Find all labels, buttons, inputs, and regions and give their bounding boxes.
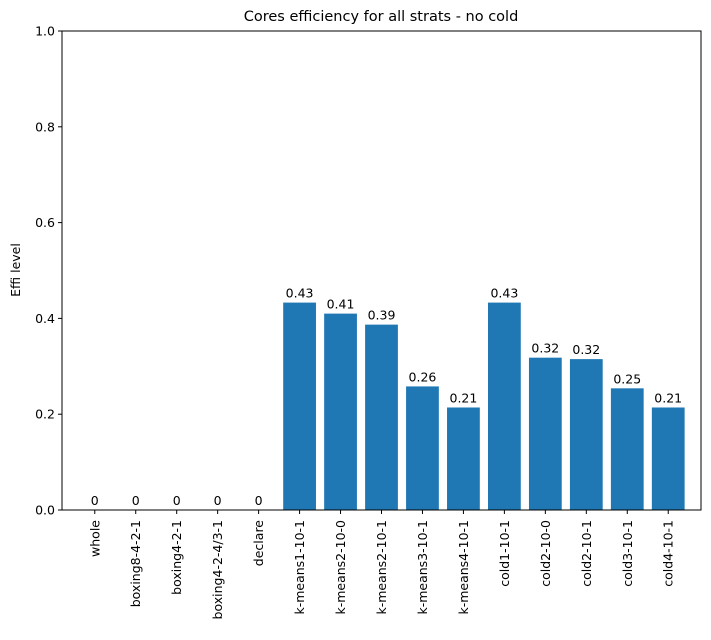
chart-title: Cores efficiency for all strats - no col…: [244, 9, 519, 25]
bar: [610, 388, 644, 510]
data-label: 0.26: [409, 369, 437, 384]
data-label: 0: [132, 493, 140, 508]
x-ticks-group: whole boxing8-4-2-1 boxing4-2-1 boxing4-2-4…: [87, 510, 676, 619]
x-tick-label: cold4-10-1: [661, 520, 676, 587]
bar: [488, 302, 521, 510]
data-label: 0: [173, 493, 181, 508]
data-label: 0: [214, 493, 222, 508]
bar: [651, 407, 685, 510]
bar: [324, 313, 357, 510]
x-tick-label: boxing4-2-4/3-1: [210, 520, 225, 619]
data-label: 0.43: [286, 286, 314, 301]
x-tick-label: k-means2-10-1: [374, 520, 389, 615]
x-tick-label: k-means2-10-0: [333, 520, 348, 615]
x-tick-label: declare: [251, 520, 266, 566]
y-tick-label: 0.8: [35, 119, 55, 134]
x-tick-label: whole: [87, 520, 102, 557]
y-tick-label: 0.4: [35, 311, 55, 326]
data-label: 0: [91, 493, 99, 508]
data-label: 0.43: [490, 286, 518, 301]
x-tick-label: boxing8-4-2-1: [128, 520, 143, 607]
x-tick-label: k-means3-10-1: [415, 520, 430, 615]
data-label: 0.21: [654, 390, 682, 405]
y-tick-label: 0.6: [35, 215, 55, 230]
bar: [365, 324, 398, 510]
bar: [447, 407, 480, 510]
x-tick-label: boxing4-2-1: [169, 520, 184, 595]
x-tick-label: k-means1-10-1: [292, 520, 307, 615]
y-axis-label: Effi level: [8, 243, 23, 297]
x-tick-label: cold2-10-0: [538, 520, 553, 587]
bar: [569, 359, 603, 510]
y-ticks-group: 0.0 0.2 0.4 0.6 0.8 1.0: [35, 24, 62, 518]
x-tick-label: cold3-10-1: [620, 520, 635, 587]
bar: [283, 302, 316, 510]
data-label: 0.32: [572, 342, 600, 357]
data-label: 0: [255, 493, 263, 508]
data-label: 0.41: [327, 297, 355, 312]
plot-frame: [61, 30, 702, 511]
data-label: 0.39: [368, 308, 396, 323]
x-tick-label: cold2-10-1: [579, 520, 594, 587]
bar: [406, 386, 439, 510]
bar: [528, 357, 562, 510]
bars-group: 0 0 0 0 0 0.43 0.41 0.39 0.26 0.21 0.43 0.32 0.32 0.2…: [91, 286, 685, 510]
x-tick-label: cold1-10-1: [497, 520, 512, 587]
data-label: 0.21: [450, 390, 478, 405]
y-tick-label: 0.2: [35, 407, 55, 422]
data-label: 0.25: [613, 371, 641, 386]
data-label: 0.32: [531, 341, 559, 356]
y-tick-label: 1.0: [35, 24, 55, 39]
y-tick-label: 0.0: [35, 503, 55, 518]
x-tick-label: k-means4-10-1: [456, 520, 471, 615]
